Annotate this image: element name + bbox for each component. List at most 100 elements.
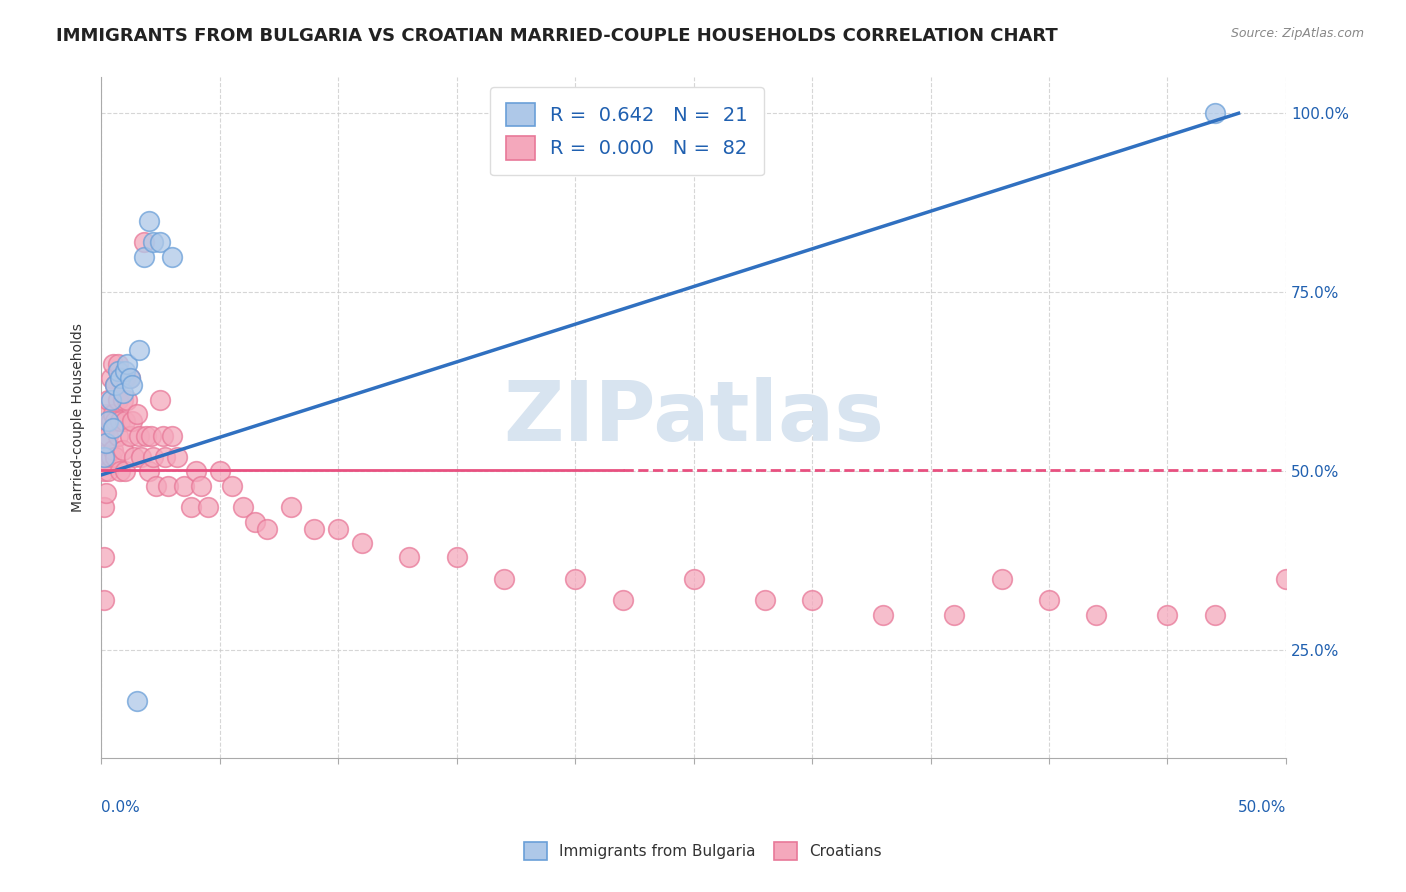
Legend: Immigrants from Bulgaria, Croatians: Immigrants from Bulgaria, Croatians <box>517 836 889 866</box>
Point <box>124 450 146 464</box>
Point <box>162 250 184 264</box>
Text: Source: ZipAtlas.com: Source: ZipAtlas.com <box>1230 27 1364 40</box>
Point <box>107 428 129 442</box>
Point <box>121 414 143 428</box>
Point <box>990 572 1012 586</box>
Point <box>101 407 124 421</box>
Point <box>492 572 515 586</box>
Point <box>131 450 153 464</box>
Point <box>180 500 202 515</box>
Point <box>101 442 124 457</box>
Point <box>145 479 167 493</box>
Point <box>108 371 131 385</box>
Point <box>94 486 117 500</box>
Point <box>446 550 468 565</box>
Point <box>564 572 586 586</box>
Point <box>190 479 212 493</box>
Point <box>128 428 150 442</box>
Point <box>100 371 122 385</box>
Point <box>114 364 136 378</box>
Point <box>118 428 141 442</box>
Point <box>114 414 136 428</box>
Point <box>304 522 326 536</box>
Point <box>149 235 172 250</box>
Point <box>107 357 129 371</box>
Point <box>232 500 254 515</box>
Point <box>117 357 139 371</box>
Point <box>128 343 150 357</box>
Point <box>872 607 894 622</box>
Point <box>142 450 165 464</box>
Point <box>138 464 160 478</box>
Point <box>280 500 302 515</box>
Point <box>682 572 704 586</box>
Point <box>118 371 141 385</box>
Point <box>93 450 115 464</box>
Point <box>398 550 420 565</box>
Point <box>100 450 122 464</box>
Point <box>153 450 176 464</box>
Point <box>93 428 115 442</box>
Point <box>101 357 124 371</box>
Text: 0.0%: 0.0% <box>101 799 141 814</box>
Point <box>612 593 634 607</box>
Point <box>108 464 131 478</box>
Text: 50.0%: 50.0% <box>1237 799 1286 814</box>
Point <box>152 428 174 442</box>
Point <box>108 414 131 428</box>
Point <box>184 464 207 478</box>
Point <box>208 464 231 478</box>
Point <box>100 392 122 407</box>
Point <box>97 464 120 478</box>
Point <box>93 500 115 515</box>
Point <box>97 428 120 442</box>
Point <box>197 500 219 515</box>
Point <box>245 515 267 529</box>
Point <box>104 414 127 428</box>
Y-axis label: Married-couple Households: Married-couple Households <box>72 323 86 512</box>
Point <box>97 392 120 407</box>
Point <box>142 235 165 250</box>
Point <box>1156 607 1178 622</box>
Point <box>94 450 117 464</box>
Point <box>173 479 195 493</box>
Point <box>93 550 115 565</box>
Point <box>156 479 179 493</box>
Point <box>328 522 350 536</box>
Point <box>221 479 243 493</box>
Text: ZIPatlas: ZIPatlas <box>503 377 884 458</box>
Point <box>100 414 122 428</box>
Point <box>104 378 127 392</box>
Legend: R =  0.642   N =  21, R =  0.000   N =  82: R = 0.642 N = 21, R = 0.000 N = 82 <box>491 87 763 176</box>
Point <box>114 464 136 478</box>
Point <box>101 421 124 435</box>
Point <box>104 378 127 392</box>
Point <box>111 392 134 407</box>
Point <box>125 693 148 707</box>
Point <box>256 522 278 536</box>
Point <box>104 450 127 464</box>
Point <box>111 385 134 400</box>
Point <box>121 378 143 392</box>
Point <box>1204 607 1226 622</box>
Point <box>94 435 117 450</box>
Point <box>350 536 373 550</box>
Point <box>108 371 131 385</box>
Point <box>94 407 117 421</box>
Point <box>135 428 157 442</box>
Point <box>943 607 966 622</box>
Point <box>166 450 188 464</box>
Point <box>107 364 129 378</box>
Point <box>754 593 776 607</box>
Text: IMMIGRANTS FROM BULGARIA VS CROATIAN MARRIED-COUPLE HOUSEHOLDS CORRELATION CHART: IMMIGRANTS FROM BULGARIA VS CROATIAN MAR… <box>56 27 1057 45</box>
Point <box>97 414 120 428</box>
Point <box>114 371 136 385</box>
Point <box>117 392 139 407</box>
Point <box>162 428 184 442</box>
Point <box>1038 593 1060 607</box>
Point <box>118 371 141 385</box>
Point <box>139 428 162 442</box>
Point <box>93 464 115 478</box>
Point <box>801 593 824 607</box>
Point <box>93 593 115 607</box>
